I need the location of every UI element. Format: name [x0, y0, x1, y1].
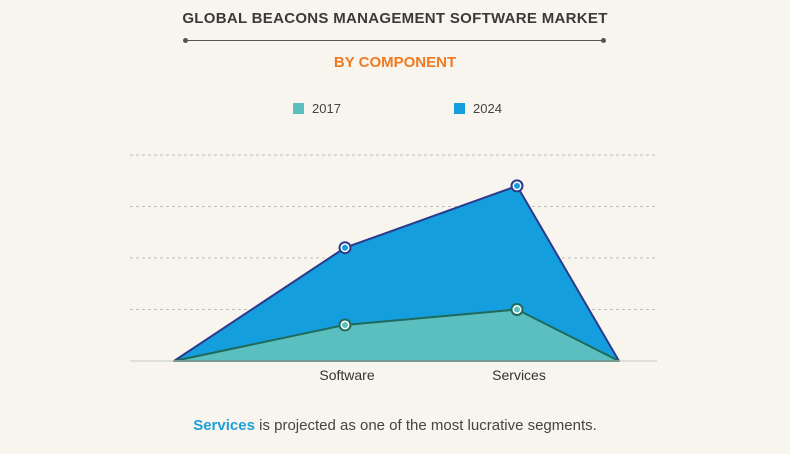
data-point-2024: [342, 244, 348, 251]
title-divider: [183, 38, 606, 43]
legend-swatch-2017: [293, 103, 304, 114]
data-point-2017: [342, 321, 348, 328]
data-point-2017: [514, 306, 520, 313]
chart-title: GLOBAL BEACONS MANAGEMENT SOFTWARE MARKE…: [182, 10, 608, 27]
legend-label-2017: 2017: [312, 101, 341, 116]
x-tick-label: Services: [492, 367, 546, 383]
legend-swatch-2024: [454, 103, 465, 114]
data-point-2024: [514, 182, 520, 189]
legend-label-2024: 2024: [473, 101, 502, 116]
chart-legend: 2017 2024: [0, 101, 790, 119]
footer-text: is projected as one of the most lucrativ…: [254, 417, 597, 434]
legend-item-2024: 2024: [454, 101, 502, 116]
footer-highlight: Services: [193, 417, 255, 434]
divider-dot-left: [183, 38, 188, 43]
divider-dot-right: [601, 38, 606, 43]
chart-subtitle: BY COMPONENT: [333, 54, 457, 71]
x-tick-label: Software: [319, 367, 374, 383]
footer-note: Services is projected as one of the most…: [0, 417, 790, 434]
legend-item-2017: 2017: [293, 101, 341, 116]
